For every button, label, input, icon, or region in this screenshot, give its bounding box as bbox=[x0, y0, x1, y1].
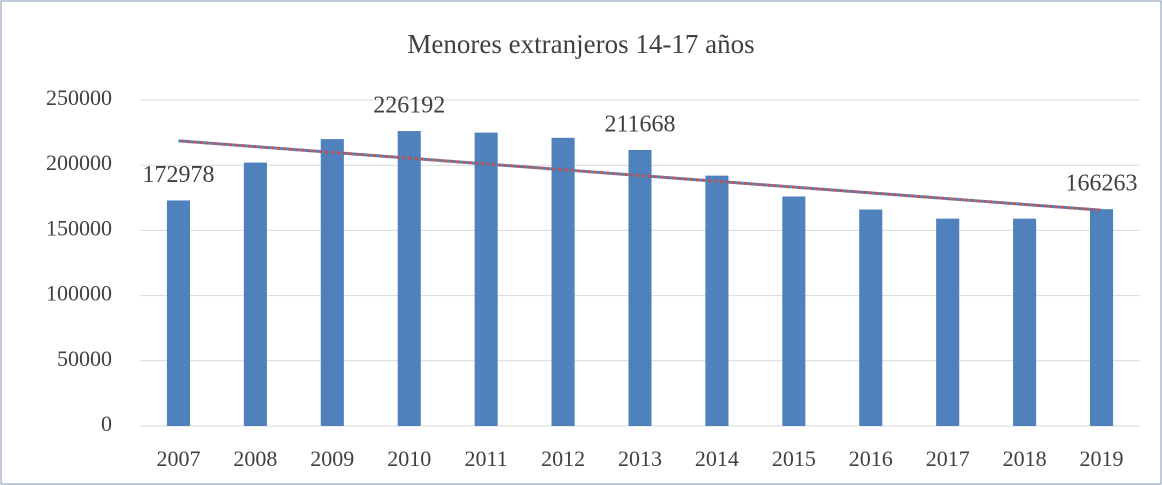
bar bbox=[551, 137, 575, 427]
bar bbox=[782, 196, 806, 426]
bar bbox=[474, 132, 498, 426]
y-tick-label: 100000 bbox=[46, 281, 112, 306]
x-tick-label: 2017 bbox=[926, 446, 970, 471]
x-tick-label: 2008 bbox=[233, 446, 277, 471]
x-tick-label: 2015 bbox=[772, 446, 816, 471]
chart-title: Menores extranjeros 14-17 años bbox=[407, 29, 754, 59]
trendline bbox=[178, 139, 1102, 212]
data-label: 166263 bbox=[1066, 171, 1138, 197]
x-tick-label: 2011 bbox=[465, 446, 508, 471]
bar bbox=[705, 175, 729, 426]
x-tick-label: 2012 bbox=[541, 446, 585, 471]
bar bbox=[628, 149, 652, 426]
data-label: 226192 bbox=[373, 93, 445, 119]
data-label: 211668 bbox=[604, 111, 675, 137]
bar bbox=[243, 162, 267, 427]
y-tick-label: 150000 bbox=[46, 215, 112, 240]
data-label: 172978 bbox=[142, 162, 214, 188]
bar bbox=[397, 131, 421, 426]
x-tick-label: 2019 bbox=[1080, 446, 1124, 471]
x-tick-label: 2014 bbox=[695, 446, 739, 471]
y-tick-label: 0 bbox=[101, 411, 112, 436]
y-tick-label: 50000 bbox=[57, 346, 112, 371]
bar bbox=[166, 200, 190, 426]
bar bbox=[1090, 209, 1114, 426]
y-tick-label: 200000 bbox=[46, 150, 112, 175]
bar bbox=[1013, 218, 1037, 426]
x-tick-label: 2010 bbox=[387, 446, 431, 471]
trendline bbox=[178, 139, 1102, 212]
bar bbox=[936, 218, 960, 426]
x-tick-label: 2007 bbox=[156, 446, 200, 471]
x-tick-label: 2018 bbox=[1003, 446, 1047, 471]
bar bbox=[320, 139, 344, 426]
x-tick-label: 2016 bbox=[849, 446, 893, 471]
bar bbox=[859, 209, 883, 426]
x-tick-label: 2009 bbox=[310, 446, 354, 471]
y-tick-label: 250000 bbox=[46, 85, 112, 110]
x-tick-label: 2013 bbox=[618, 446, 662, 471]
